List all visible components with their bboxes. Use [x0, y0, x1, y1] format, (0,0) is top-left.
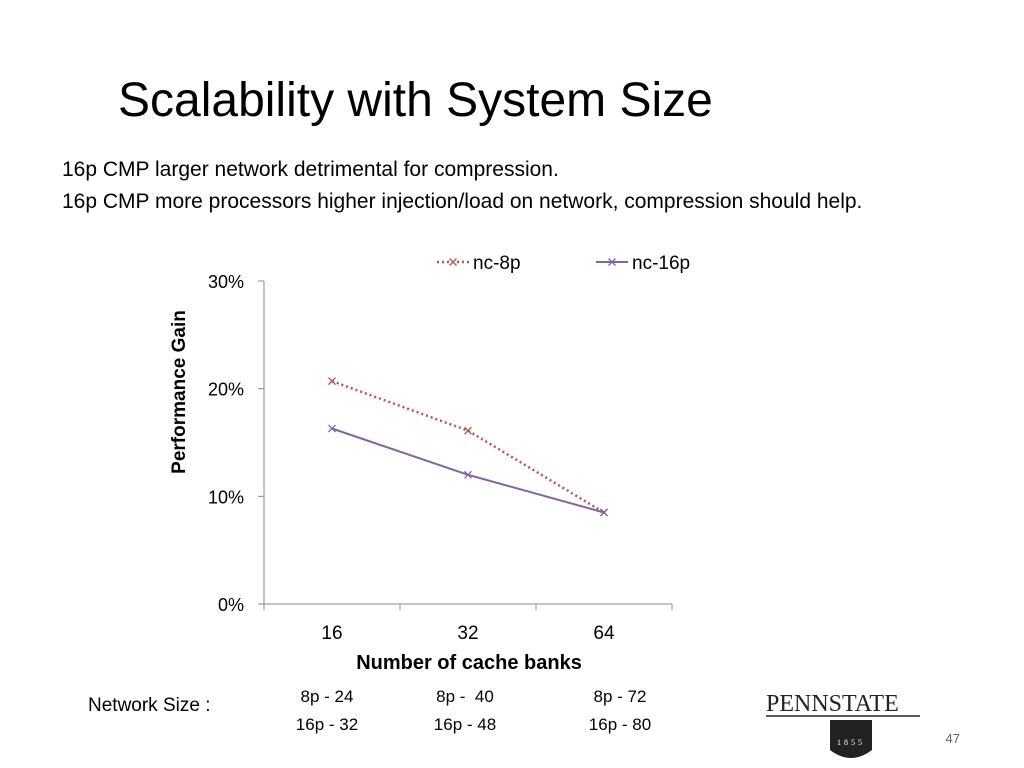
point-marker [449, 258, 457, 266]
point-marker [464, 470, 472, 479]
series-line [331, 379, 605, 514]
page-number: 47 [946, 731, 960, 746]
network-size: 8p - 24 [301, 687, 354, 706]
series-line [331, 427, 605, 514]
slide-title: Scalability with System Size [118, 74, 713, 127]
body-line: 16p CMP larger network detrimental for c… [62, 158, 559, 181]
y-tick-label: 30% [208, 272, 244, 292]
point-marker [608, 258, 616, 266]
logo-text: PENNSTATE [766, 691, 899, 717]
point-marker [328, 377, 336, 386]
logo-year: 1855 [837, 738, 865, 747]
y-tick-label: 10% [208, 487, 244, 507]
network-size: 16p - 32 [296, 715, 358, 734]
network-size: 16p - 80 [589, 715, 651, 734]
body-wrap: 16p CMP more processors higher injection… [62, 190, 863, 213]
point-marker [464, 426, 472, 435]
x-tick-label: 64 [593, 623, 615, 644]
body-line: 16p CMP more processors higher injection… [62, 190, 863, 213]
x-axis-label: Number of cache banks [356, 652, 582, 674]
logo: PENNSTATE 1855 [766, 691, 920, 758]
network-label: Network Size : [88, 695, 210, 716]
point-marker [600, 508, 608, 517]
network-size: 16p - 48 [434, 715, 496, 734]
x-tick-label: 32 [457, 623, 478, 644]
x-tick-label: 16 [321, 623, 342, 644]
point-marker [328, 424, 336, 433]
legend-label: nc-8p [473, 253, 521, 274]
network-size: 8p - 72 [594, 687, 647, 706]
logo-shield [830, 720, 872, 758]
legend-label: nc-16p [632, 253, 690, 274]
y-tick-label: 20% [208, 380, 244, 400]
y-tick-label: 0% [218, 595, 244, 615]
y-axis-label: Performance Gain [169, 310, 190, 474]
network-size: 8p - 40 [436, 687, 494, 706]
